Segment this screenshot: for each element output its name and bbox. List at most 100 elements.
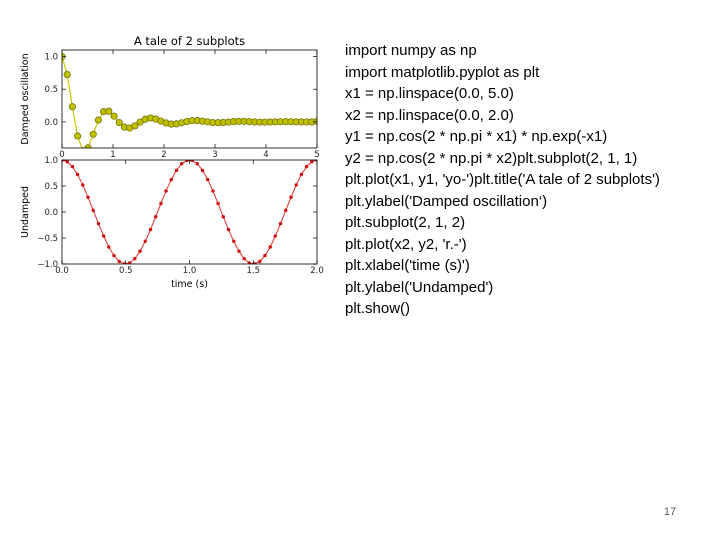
y-tick-label: 1.0: [44, 156, 58, 166]
data-point: [226, 227, 231, 232]
data-point: [304, 164, 309, 169]
y-axis-label: Damped oscillation: [20, 53, 31, 144]
y-tick-label: 1.0: [44, 53, 58, 63]
data-point: [131, 122, 139, 130]
data-point: [216, 201, 220, 206]
x-tick-label: 0.5: [119, 266, 133, 276]
data-point: [80, 147, 85, 148]
data-point: [211, 189, 215, 193]
data-point: [221, 215, 226, 219]
data-point: [143, 239, 148, 244]
y-tick-label: −1.0: [37, 260, 58, 270]
data-point: [164, 189, 168, 193]
code-listing: import numpy as np import matplotlib.pypl…: [345, 40, 705, 320]
code-line: plt.plot(x1, y1, 'yo-')plt.title('A tale…: [345, 171, 660, 188]
data-point: [63, 71, 71, 79]
data-point: [242, 256, 246, 261]
data-point: [101, 234, 106, 238]
data-point: [268, 245, 272, 249]
subplot-undamped: 0.0 0.5 1.0 1.5 2.0 1.0 0.5 0.0 −0.5 −1.0 Undamped…: [20, 156, 324, 290]
code-line: plt.xlabel('time (s)'): [345, 257, 470, 274]
y-axis-label: Undamped: [20, 186, 31, 238]
data-point: [68, 103, 76, 111]
chart-title: A tale of 2 subplots: [134, 34, 245, 48]
code-line: x2 = np.linspace(0.0, 2.0): [345, 106, 514, 124]
y-tick-label: 0.5: [44, 85, 58, 95]
code-line: import numpy as np: [345, 42, 477, 59]
data-point: [136, 118, 144, 126]
data-point: [174, 168, 179, 173]
data-point: [294, 183, 298, 187]
x-tick-label: 1: [110, 150, 115, 160]
x-tick-label: 3: [212, 150, 217, 160]
data-point: [81, 183, 85, 187]
code-line: plt.subplot(2, 1, 2): [345, 214, 466, 231]
y-tick-label: 0.0: [44, 118, 58, 128]
data-point: [127, 261, 132, 264]
data-point: [75, 172, 80, 177]
code-line: plt.ylabel('Undamped'): [345, 278, 494, 296]
x-tick-label: 2: [161, 150, 166, 160]
data-point: [148, 227, 153, 232]
code-line: import matplotlib.pyplot as plt: [345, 63, 540, 81]
data-point: [153, 215, 158, 219]
subplot-damped: 0 1 2 3 4 5 1.0 0.5 0.0 A tale of 2 subplots Dampe…: [20, 34, 320, 160]
data-point: [185, 160, 189, 163]
axes-frame: [61, 49, 318, 149]
data-layer: [62, 52, 317, 148]
data-point: [86, 195, 90, 200]
data-point: [179, 161, 184, 166]
series-line: [62, 160, 317, 264]
data-point: [237, 249, 241, 254]
data-point: [74, 132, 82, 140]
data-layer: [62, 160, 317, 264]
data-point: [110, 112, 118, 120]
data-point: [195, 161, 200, 166]
data-point: [138, 249, 142, 254]
x-tick-label: 4: [263, 150, 268, 160]
axes-frame: [61, 159, 318, 265]
data-point: [133, 256, 137, 261]
x-tick-label: 1.0: [183, 266, 197, 276]
code-line: x1 = np.linspace(0.0, 5.0): [345, 85, 514, 102]
data-point: [273, 234, 278, 238]
code-line: plt.show(): [345, 300, 411, 317]
data-point: [299, 172, 304, 177]
data-point: [284, 208, 288, 213]
data-point: [169, 177, 174, 182]
data-point: [263, 253, 267, 258]
page-number: 17: [663, 506, 677, 518]
matplotlib-figure: 0 1 2 3 4 5 1.0 0.5 0.0 A tale of 2 subplots Dampe…: [20, 34, 324, 290]
y-tick-label: −0.5: [37, 234, 58, 244]
data-point: [91, 208, 95, 213]
data-point: [231, 239, 236, 244]
x-tick-label: 5: [314, 150, 319, 160]
code-line: plt.plot(x2, y2, 'r.-'): [345, 235, 467, 253]
x-axis-label: time (s): [171, 279, 208, 290]
code-line: plt.ylabel('Damped oscillation‘): [345, 192, 548, 210]
data-point: [159, 201, 163, 206]
data-point: [278, 221, 283, 226]
data-point: [96, 221, 101, 226]
data-point: [94, 116, 102, 124]
data-point: [257, 259, 262, 264]
series-line: [62, 56, 317, 148]
data-point: [190, 160, 194, 163]
data-point: [117, 259, 122, 264]
x-tick-label: 1.5: [246, 266, 260, 276]
data-point: [115, 118, 123, 127]
x-tick-label: 2.0: [310, 266, 324, 276]
data-point: [205, 177, 210, 182]
data-point: [112, 253, 116, 258]
data-point: [65, 160, 69, 164]
data-point: [89, 130, 97, 138]
data-point: [289, 195, 293, 200]
data-point: [70, 164, 75, 169]
x-tick-label: 0: [59, 150, 64, 160]
data-point: [247, 261, 252, 264]
code-line: y1 = np.cos(2 * np.pi * x1) * np.exp(-x1…: [345, 128, 608, 145]
data-point: [200, 168, 205, 173]
data-point: [105, 107, 113, 115]
y-tick-label: 0.5: [44, 182, 58, 192]
